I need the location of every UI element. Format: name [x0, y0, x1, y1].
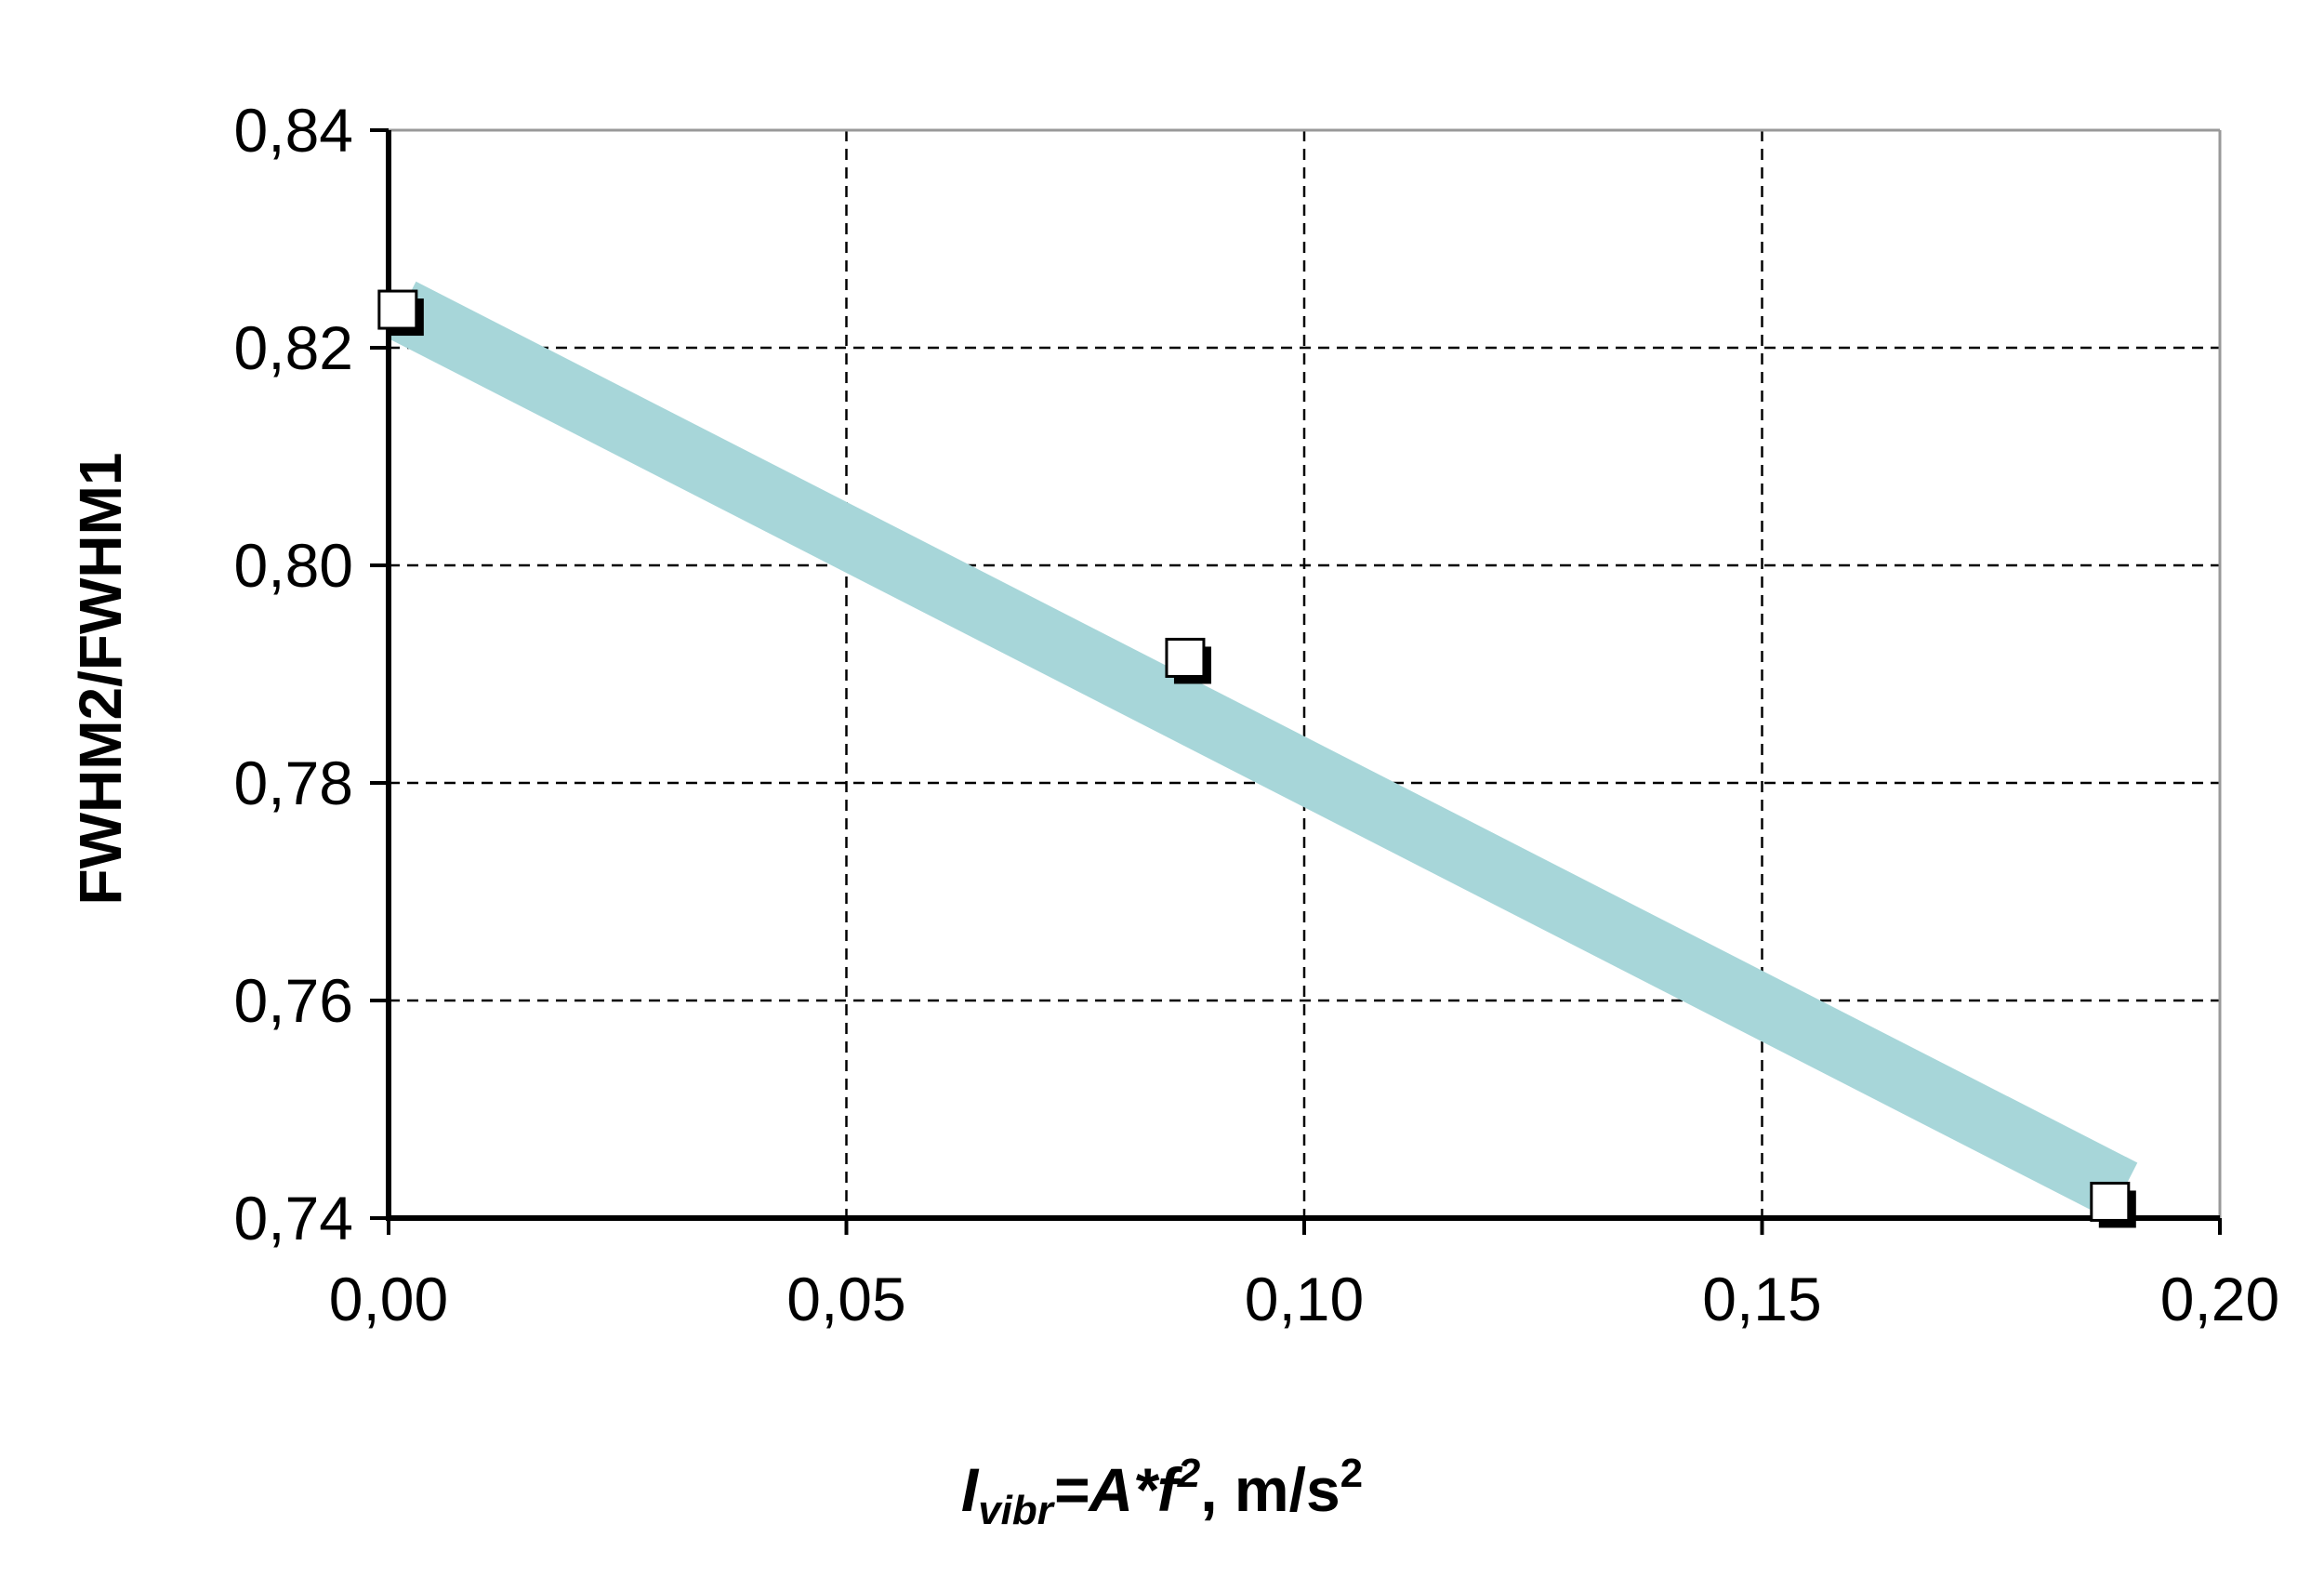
- x-tick-label: 0,15: [1702, 1265, 1821, 1333]
- trend-band: [387, 281, 2138, 1220]
- x-tick-label: 0,10: [1245, 1265, 1364, 1333]
- x-axis-label: Ivibr=A*f2, m/s2: [961, 1451, 1363, 1533]
- y-tick-label: 0,82: [234, 313, 353, 382]
- y-tick-label: 0,78: [234, 749, 353, 817]
- data-point: [1165, 637, 1211, 684]
- x-tick-label: 0,00: [329, 1265, 448, 1333]
- data-point: [2090, 1181, 2136, 1228]
- y-tick-label: 0,80: [234, 531, 353, 600]
- plot-frame: [389, 128, 2222, 1218]
- x-label-subscript: vibr: [978, 1488, 1056, 1533]
- tick-labels: 0,00 0,05 0,10 0,15 0,20 0,74 0,76 0,78 0,80 0,82…: [234, 96, 2280, 1333]
- data-point-square: [377, 289, 418, 330]
- data-point-square: [1165, 637, 1206, 678]
- y-tick-label: 0,84: [234, 96, 353, 165]
- y-tick-label: 0,76: [234, 966, 353, 1035]
- x-label-unit-superscript: 2: [1340, 1451, 1363, 1496]
- x-tick-label: 0,05: [786, 1265, 905, 1333]
- x-tick-label: 0,20: [2160, 1265, 2279, 1333]
- y-axis-label: FWHM2/FWHM1: [67, 452, 134, 905]
- x-label-superscript: 2: [1177, 1451, 1201, 1496]
- data-point-square: [2090, 1181, 2131, 1222]
- x-label-symbol: I: [961, 1455, 980, 1524]
- x-label-unit: , m/s: [1200, 1455, 1340, 1524]
- y-tick-label: 0,74: [234, 1184, 353, 1252]
- data-point: [377, 289, 424, 337]
- trend-band-layer: [387, 281, 2138, 1220]
- x-label-formula: =A*f: [1053, 1455, 1183, 1524]
- data-points: [377, 289, 2136, 1228]
